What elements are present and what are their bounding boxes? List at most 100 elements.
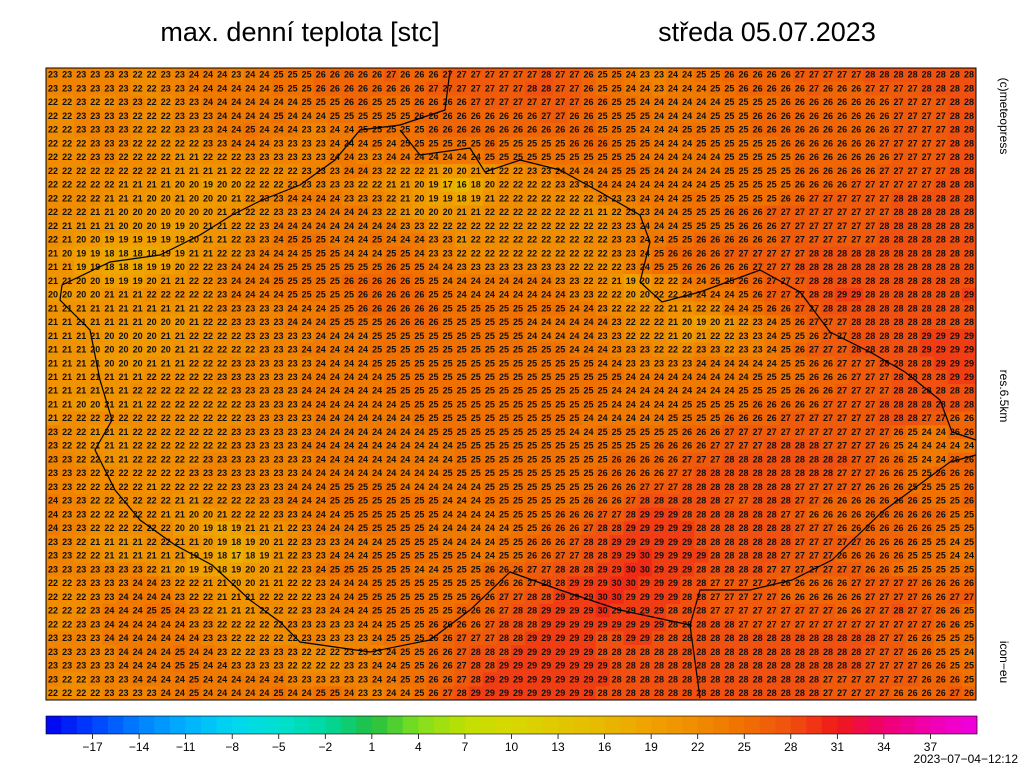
cell-value: 24 (922, 454, 932, 464)
cell-value: 26 (837, 152, 847, 162)
cell (849, 68, 864, 83)
cell-value: 24 (316, 303, 326, 313)
cell-value: 26 (654, 454, 664, 464)
cell-value: 25 (302, 262, 312, 272)
cell-value: 24 (330, 207, 340, 217)
cell-value: 25 (386, 97, 396, 107)
cell-value: 24 (640, 413, 650, 423)
cell-value: 19 (626, 276, 636, 286)
cell-value: 22 (583, 262, 593, 272)
cell-value: 24 (372, 413, 382, 423)
cell-value: 27 (851, 427, 861, 437)
cell-value: 26 (724, 70, 734, 80)
cell-value: 23 (90, 70, 100, 80)
cell (313, 95, 329, 110)
cell-value: 22 (48, 235, 58, 245)
cell-value: 25 (626, 166, 636, 176)
cell-value: 22 (161, 441, 171, 451)
cell-value: 23 (245, 235, 255, 245)
cell-value: 22 (710, 331, 720, 341)
cell-value: 25 (626, 111, 636, 121)
cell-value: 24 (358, 441, 368, 451)
cell (454, 81, 470, 96)
cell-value: 27 (851, 70, 861, 80)
cell-value: 25 (457, 138, 467, 148)
cell-value: 25 (555, 454, 565, 464)
cell-value: 25 (583, 468, 593, 478)
cell-value: 24 (640, 152, 650, 162)
cell-value: 24 (527, 331, 537, 341)
cell-value: 24 (330, 125, 340, 135)
cell-value: 24 (288, 317, 298, 327)
cell-value: 28 (936, 262, 946, 272)
cell-value: 22 (76, 180, 86, 190)
cell-value: 22 (76, 166, 86, 176)
cell-value: 27 (809, 221, 819, 231)
cell-value: 25 (372, 235, 382, 245)
cell-value: 26 (851, 111, 861, 121)
cell-value: 26 (527, 125, 537, 135)
cell-value: 28 (851, 331, 861, 341)
cell-value: 25 (583, 454, 593, 464)
cell-value: 22 (203, 413, 213, 423)
cell-value: 25 (767, 180, 777, 190)
cell (722, 81, 737, 96)
cell-value: 22 (569, 235, 579, 245)
cell-value: 26 (386, 303, 396, 313)
cell-value: 27 (499, 83, 509, 93)
cell-value: 24 (527, 317, 537, 327)
cell-value: 26 (414, 317, 424, 327)
cell (821, 68, 836, 83)
cell-value: 27 (809, 427, 819, 437)
cell (623, 95, 639, 110)
cell (468, 81, 484, 96)
cell (905, 95, 921, 110)
cell-value: 24 (245, 70, 255, 80)
cell-value: 25 (499, 358, 509, 368)
cell-value: 22 (668, 345, 678, 355)
cell-value: 25 (372, 111, 382, 121)
cell-value: 25 (400, 345, 410, 355)
cell-value: 22 (175, 468, 185, 478)
cell-value: 28 (964, 248, 974, 258)
cell-value: 23 (104, 111, 114, 121)
cell-value: 24 (710, 97, 720, 107)
cell-value: 24 (330, 386, 340, 396)
cell-value: 24 (682, 138, 692, 148)
cell-value: 19 (203, 180, 213, 190)
cell-value: 23 (273, 345, 283, 355)
cell-value: 20 (189, 221, 199, 231)
cell-value: 24 (612, 386, 622, 396)
cell-value: 27 (809, 235, 819, 245)
cell-value: 26 (696, 248, 706, 258)
cell-value: 26 (767, 221, 777, 231)
cell-value: 21 (133, 303, 143, 313)
cell-value: 23 (555, 180, 565, 190)
cell-value: 25 (612, 427, 622, 437)
cell (609, 68, 625, 83)
cell-value: 25 (358, 262, 368, 272)
cell-value: 24 (245, 290, 255, 300)
cell-value: 20 (133, 358, 143, 368)
cell-value: 28 (964, 83, 974, 93)
cell-value: 25 (414, 358, 424, 368)
cell-value: 25 (288, 290, 298, 300)
cell-value: 24 (724, 372, 734, 382)
cell-value: 25 (781, 345, 791, 355)
cell-value: 24 (668, 372, 678, 382)
cell-value: 22 (76, 454, 86, 464)
cell-value: 22 (62, 138, 72, 148)
cell-value: 26 (795, 317, 805, 327)
cell-value: 21 (76, 386, 86, 396)
cell-value: 25 (583, 152, 593, 162)
cell-value: 22 (485, 207, 495, 217)
cell-value: 22 (583, 248, 593, 258)
cell-value: 20 (147, 331, 157, 341)
cell-value: 26 (471, 125, 481, 135)
cell-value: 24 (710, 290, 720, 300)
cell-value: 21 (189, 152, 199, 162)
cell-value: 27 (795, 248, 805, 258)
cell-value: 25 (302, 248, 312, 258)
cell (229, 95, 244, 110)
cell-value: 27 (865, 441, 875, 451)
